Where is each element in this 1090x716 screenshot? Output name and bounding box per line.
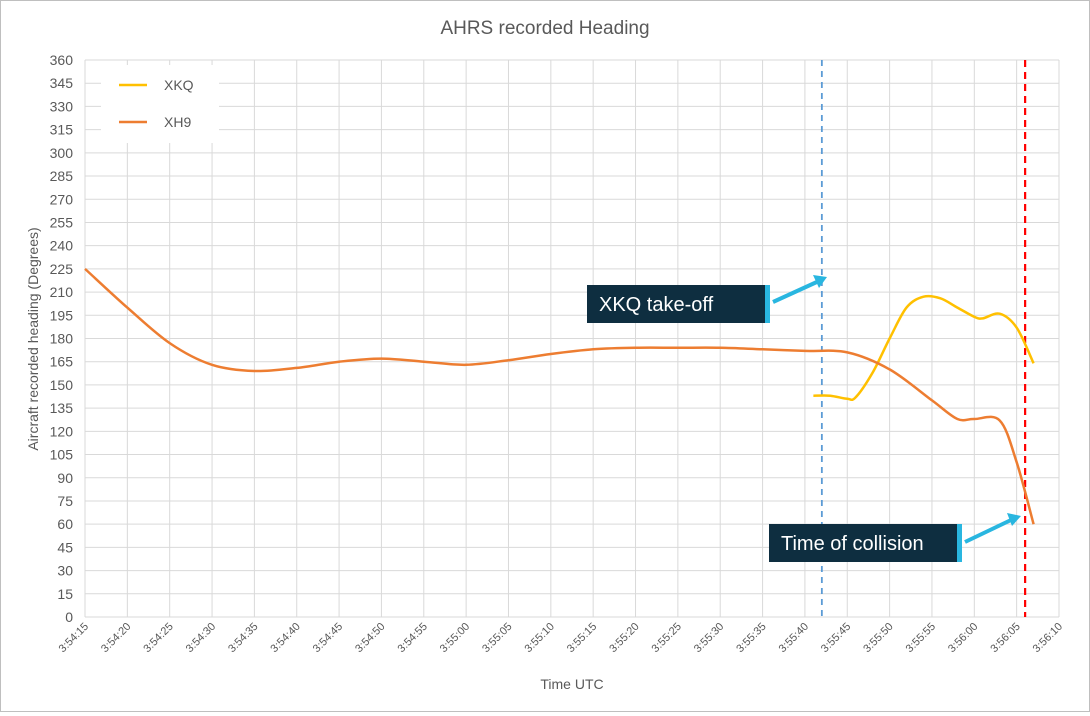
series-layer — [84, 267, 1035, 525]
x-tick-label: 3:55:40 — [777, 621, 811, 655]
legend-background — [101, 65, 219, 143]
y-tick-label: 0 — [65, 609, 73, 625]
x-tick-label: 3:55:55 — [904, 621, 938, 655]
y-tick-label: 180 — [50, 331, 74, 347]
x-tick-label: 3:55:50 — [861, 621, 895, 655]
callout-time-of-collision: Time of collision — [769, 513, 1021, 562]
y-tick-label: 195 — [50, 307, 74, 323]
callout-text-collision: Time of collision — [781, 533, 924, 555]
x-tick-label: 3:55:20 — [607, 621, 641, 655]
y-tick-label: 360 — [50, 52, 74, 68]
x-tick-label: 3:55:30 — [692, 621, 726, 655]
series-line-xkq — [813, 294, 1035, 402]
callout-arrow-takeoff — [772, 279, 820, 304]
y-tick-labels: 0 15 30 45 60 75 90 105 120 135 150 165 180 195 210 225… — [50, 52, 74, 625]
x-axis-title: Time UTC — [540, 676, 603, 692]
legend-label-xkq: XKQ — [164, 77, 194, 93]
callout-arrowhead-takeoff — [813, 275, 827, 288]
callout-edge-takeoff — [765, 285, 770, 323]
x-tick-label: 3:55:15 — [565, 621, 599, 655]
x-tick-label: 3:54:45 — [311, 621, 345, 655]
x-tick-label: 3:54:55 — [395, 621, 429, 655]
x-tick-label: 3:56:05 — [988, 621, 1022, 655]
y-tick-label: 300 — [50, 145, 74, 161]
legend: XKQ XH9 — [101, 65, 219, 143]
x-tick-label: 3:54:40 — [268, 621, 302, 655]
callout-box-collision — [769, 524, 959, 562]
x-tick-label: 3:55:25 — [650, 621, 684, 655]
x-tick-label: 3:55:35 — [734, 621, 768, 655]
y-tick-label: 270 — [50, 191, 74, 207]
y-tick-label: 30 — [57, 563, 73, 579]
callout-xkq-takeoff: XKQ take-off — [587, 275, 827, 323]
y-tick-label: 90 — [57, 470, 73, 486]
x-tick-label: 3:55:05 — [480, 621, 514, 655]
callout-text-takeoff: XKQ take-off — [599, 294, 714, 316]
x-tick-label: 3:56:00 — [946, 621, 980, 655]
y-tick-label: 75 — [57, 493, 73, 509]
callout-box-takeoff — [587, 285, 767, 323]
y-tick-label: 165 — [50, 354, 74, 370]
x-tick-label: 3:54:30 — [184, 621, 218, 655]
x-tick-label: 3:55:45 — [819, 621, 853, 655]
legend-label-xh9: XH9 — [164, 114, 191, 130]
y-tick-label: 315 — [50, 122, 74, 138]
y-tick-label: 225 — [50, 261, 74, 277]
x-tick-label: 3:54:35 — [226, 621, 260, 655]
y-tick-label: 105 — [50, 447, 74, 463]
y-tick-label: 120 — [50, 423, 74, 439]
y-tick-label: 345 — [50, 75, 74, 91]
x-tick-labels: 3:54:15 3:54:20 3:54:25 3:54:30 3:54:35 3:54:… — [57, 621, 1065, 655]
x-tick-label: 3:55:10 — [523, 621, 557, 655]
y-tick-label: 285 — [50, 168, 74, 184]
series-line-xh9 — [84, 267, 1035, 525]
y-tick-label: 210 — [50, 284, 74, 300]
x-tick-label: 3:54:25 — [141, 621, 175, 655]
y-tick-label: 240 — [50, 238, 74, 254]
y-tick-label: 330 — [50, 98, 74, 114]
y-tick-label: 45 — [57, 539, 73, 555]
x-tick-label: 3:55:00 — [438, 621, 472, 655]
callout-arrowhead-collision — [1007, 513, 1021, 526]
callout-arrow-collision — [964, 518, 1012, 544]
y-tick-label: 135 — [50, 400, 74, 416]
y-tick-label: 60 — [57, 516, 73, 532]
x-tick-label: 3:54:15 — [57, 621, 91, 655]
y-tick-label: 15 — [57, 586, 73, 602]
x-tick-label: 3:56:10 — [1031, 621, 1065, 655]
x-tick-label: 3:54:20 — [99, 621, 133, 655]
callout-edge-collision — [957, 524, 962, 562]
y-axis-title: Aircraft recorded heading (Degrees) — [25, 227, 41, 450]
y-tick-label: 255 — [50, 214, 74, 230]
chart-title: AHRS recorded Heading — [440, 18, 649, 39]
grid-layer — [84, 59, 1060, 618]
x-tick-label: 3:54:50 — [353, 621, 387, 655]
y-tick-label: 150 — [50, 377, 74, 393]
